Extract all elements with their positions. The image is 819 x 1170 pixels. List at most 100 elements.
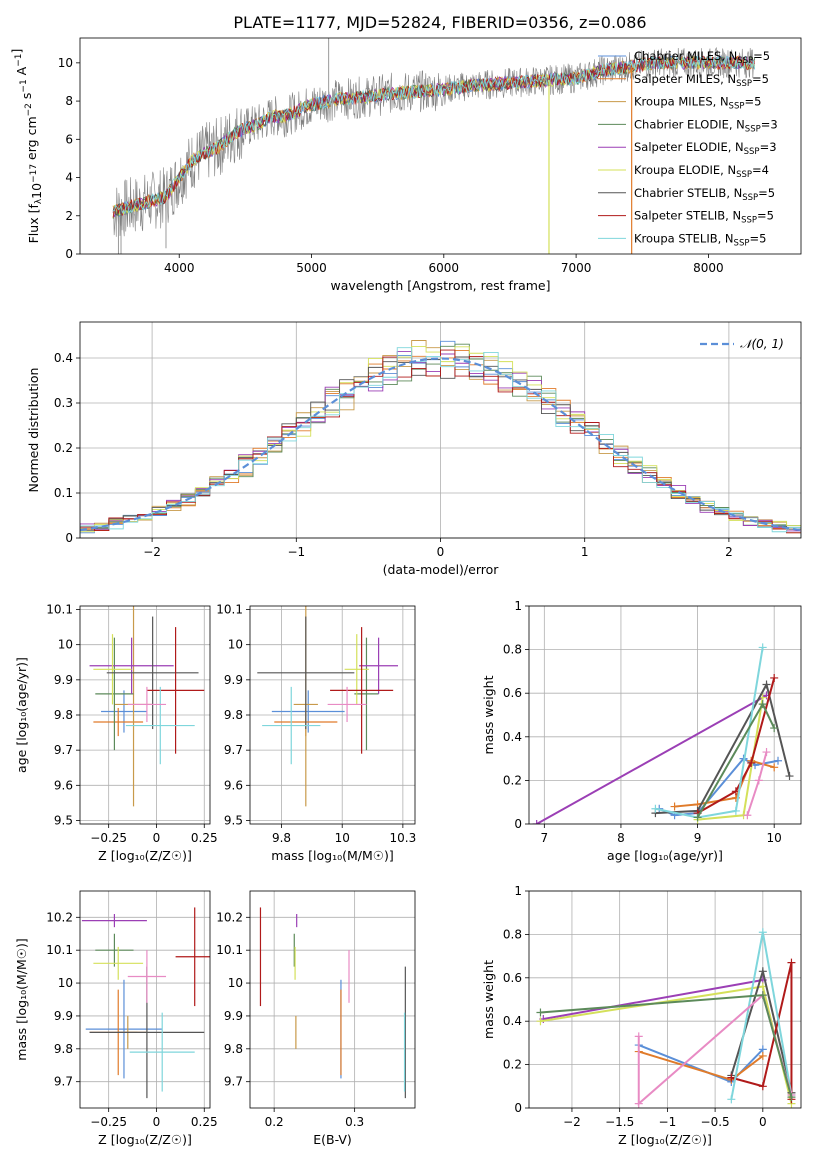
y-tick-label: 9.8 bbox=[54, 708, 73, 722]
mass-weight-marker bbox=[670, 802, 679, 811]
legend-label: Kroupa ELODIE, NSSP=4 bbox=[634, 163, 769, 180]
legend-label: Kroupa STELIB, NSSP=5 bbox=[634, 231, 766, 248]
mass-weight-marker bbox=[758, 1082, 767, 1091]
legend-label: Chabrier STELIB, NSSP=5 bbox=[634, 186, 775, 203]
y-tick-label: 9.7 bbox=[224, 1075, 243, 1089]
y-axis-label-part: −1 bbox=[19, 79, 29, 92]
x-tick-label: 0 bbox=[153, 831, 161, 845]
plot-area bbox=[257, 606, 399, 807]
legend-label-sub: SSP bbox=[736, 79, 752, 89]
x-tick-label: 9 bbox=[694, 831, 702, 845]
y-axis-label-part: erg cm bbox=[24, 116, 39, 164]
axes-frame bbox=[79, 37, 802, 255]
axes-frame bbox=[249, 890, 416, 1109]
axes-frame bbox=[79, 605, 211, 825]
x-tick-label: −1 bbox=[287, 545, 305, 559]
y-tick-label: 10.1 bbox=[46, 943, 73, 957]
model-spectrum bbox=[113, 55, 756, 215]
legend-label-main: Salpeter STELIB, N bbox=[634, 209, 741, 223]
x-axis-label: Z [log₁₀(Z/Z☉)] bbox=[98, 848, 192, 863]
axes-age-vs-mass: 9.8 10 10.3 9.5 9.6 9.7 9.8 9.9 10 10.1 mass [log₁… bbox=[216, 603, 417, 863]
mass-weight-marker bbox=[758, 928, 767, 937]
legend-label: Salpeter MILES, NSSP=5 bbox=[634, 72, 769, 89]
x-axis-label: age [log₁₀(age/yr)] bbox=[607, 848, 723, 863]
mass-weight-marker bbox=[727, 1095, 736, 1104]
axes-massweight-vs-age: 7 8 9 10 0 0.2 0.4 0.6 0.8 1 age [log₁₀(age/yr)] ma… bbox=[481, 599, 802, 863]
y-tick-label: 4 bbox=[65, 171, 73, 185]
plot-area bbox=[532, 643, 794, 824]
mass-weight-marker bbox=[762, 748, 771, 757]
y-tick-label: 0.6 bbox=[503, 686, 522, 700]
mass-weight-series bbox=[638, 1050, 764, 1081]
mass-weight-marker bbox=[770, 724, 779, 733]
plot-area bbox=[89, 606, 205, 807]
mass-weight-marker bbox=[693, 813, 702, 822]
mass-weight-marker bbox=[785, 772, 794, 781]
legend-label-sub: SSP bbox=[742, 193, 758, 203]
y-tick-label: 10 bbox=[58, 638, 73, 652]
x-axis-label: wavelength [Angstrom, rest frame] bbox=[330, 278, 550, 293]
y-tick-label: 9.5 bbox=[54, 813, 73, 827]
x-tick-label: 10.3 bbox=[390, 831, 417, 845]
mass-weight-marker bbox=[758, 967, 767, 976]
mass-weight-marker bbox=[758, 1051, 767, 1060]
mass-weight-series bbox=[697, 677, 776, 814]
mass-weight-series bbox=[731, 962, 793, 1100]
mass-weight-marker bbox=[758, 643, 767, 652]
legend-label: 𝒩(0, 1) bbox=[740, 337, 784, 351]
x-tick-label: −0.5 bbox=[701, 1115, 730, 1129]
mass-weight-marker bbox=[747, 758, 756, 767]
y-axis-label-part: A bbox=[14, 66, 29, 79]
y-tick-label: 9.8 bbox=[224, 708, 243, 722]
mass-weight-marker bbox=[770, 763, 779, 772]
legend-label-main: Chabrier STELIB, N bbox=[634, 186, 742, 200]
y-axis-label-part: Flux [f bbox=[26, 204, 41, 244]
mass-weight-marker bbox=[651, 804, 660, 813]
y-tick-label: 0.4 bbox=[54, 351, 73, 365]
y-tick-label: 10.1 bbox=[216, 943, 243, 957]
mass-weight-marker bbox=[731, 806, 740, 815]
mass-weight-series bbox=[543, 978, 763, 1021]
legend-label-end: =5 bbox=[744, 95, 761, 109]
x-tick-label: 6000 bbox=[429, 261, 460, 275]
y-tick-label: 0.1 bbox=[54, 486, 73, 500]
plot-area bbox=[259, 907, 406, 1099]
legend-label-main: Salpeter ELODIE, N bbox=[634, 140, 744, 154]
axes-massweight-vs-Z: −2 −1.5 −1 −0.5 0 0 0.2 0.4 0.6 0.8 1 Z [log₁₀(Z/Z☉… bbox=[481, 884, 802, 1147]
x-tick-label: −1 bbox=[659, 1115, 677, 1129]
y-tick-label: 9.9 bbox=[224, 673, 243, 687]
y-tick-label: 10 bbox=[228, 976, 243, 990]
plot-area bbox=[112, 38, 756, 254]
y-tick-label: 9.8 bbox=[54, 1042, 73, 1056]
x-tick-label: 10 bbox=[335, 831, 350, 845]
y-tick-label: 0.8 bbox=[503, 643, 522, 657]
y-axis-label: mass [log₁₀(M/M☉)] bbox=[14, 938, 29, 1060]
axes-spectrum: 4000 5000 6000 7000 8000 0 2 4 6 8 10 wavelength [A… bbox=[9, 37, 802, 293]
x-tick-label: 7000 bbox=[561, 261, 592, 275]
legend-label: Kroupa MILES, NSSP=5 bbox=[634, 95, 761, 112]
y-axis-label: mass weight bbox=[481, 960, 496, 1039]
x-tick-label: 2 bbox=[725, 545, 733, 559]
x-tick-label: −0.25 bbox=[90, 831, 127, 845]
axes-frame bbox=[79, 890, 211, 1109]
plot-area bbox=[536, 928, 796, 1108]
legend-label-sub: SSP bbox=[744, 147, 760, 157]
x-tick-label: 0 bbox=[759, 1115, 767, 1129]
legend-label-end: =3 bbox=[760, 140, 777, 154]
mass-weight-marker bbox=[532, 820, 541, 824]
legend-label: Salpeter ELODIE, NSSP=3 bbox=[634, 140, 777, 157]
mass-weight-series bbox=[540, 994, 793, 1098]
y-tick-label: 10.1 bbox=[46, 603, 73, 617]
y-tick-label: 9.9 bbox=[54, 1009, 73, 1023]
x-tick-label: 0 bbox=[437, 545, 445, 559]
mass-weight-marker bbox=[762, 680, 771, 689]
x-tick-label: 1 bbox=[581, 545, 589, 559]
y-axis-label-part: 10 bbox=[29, 183, 44, 199]
y-tick-label: 9.6 bbox=[54, 778, 73, 792]
legend-label-end: =5 bbox=[757, 209, 774, 223]
x-tick-label: −2 bbox=[143, 545, 161, 559]
y-tick-label: 0.2 bbox=[503, 1058, 522, 1072]
y-tick-label: 2 bbox=[65, 209, 73, 223]
